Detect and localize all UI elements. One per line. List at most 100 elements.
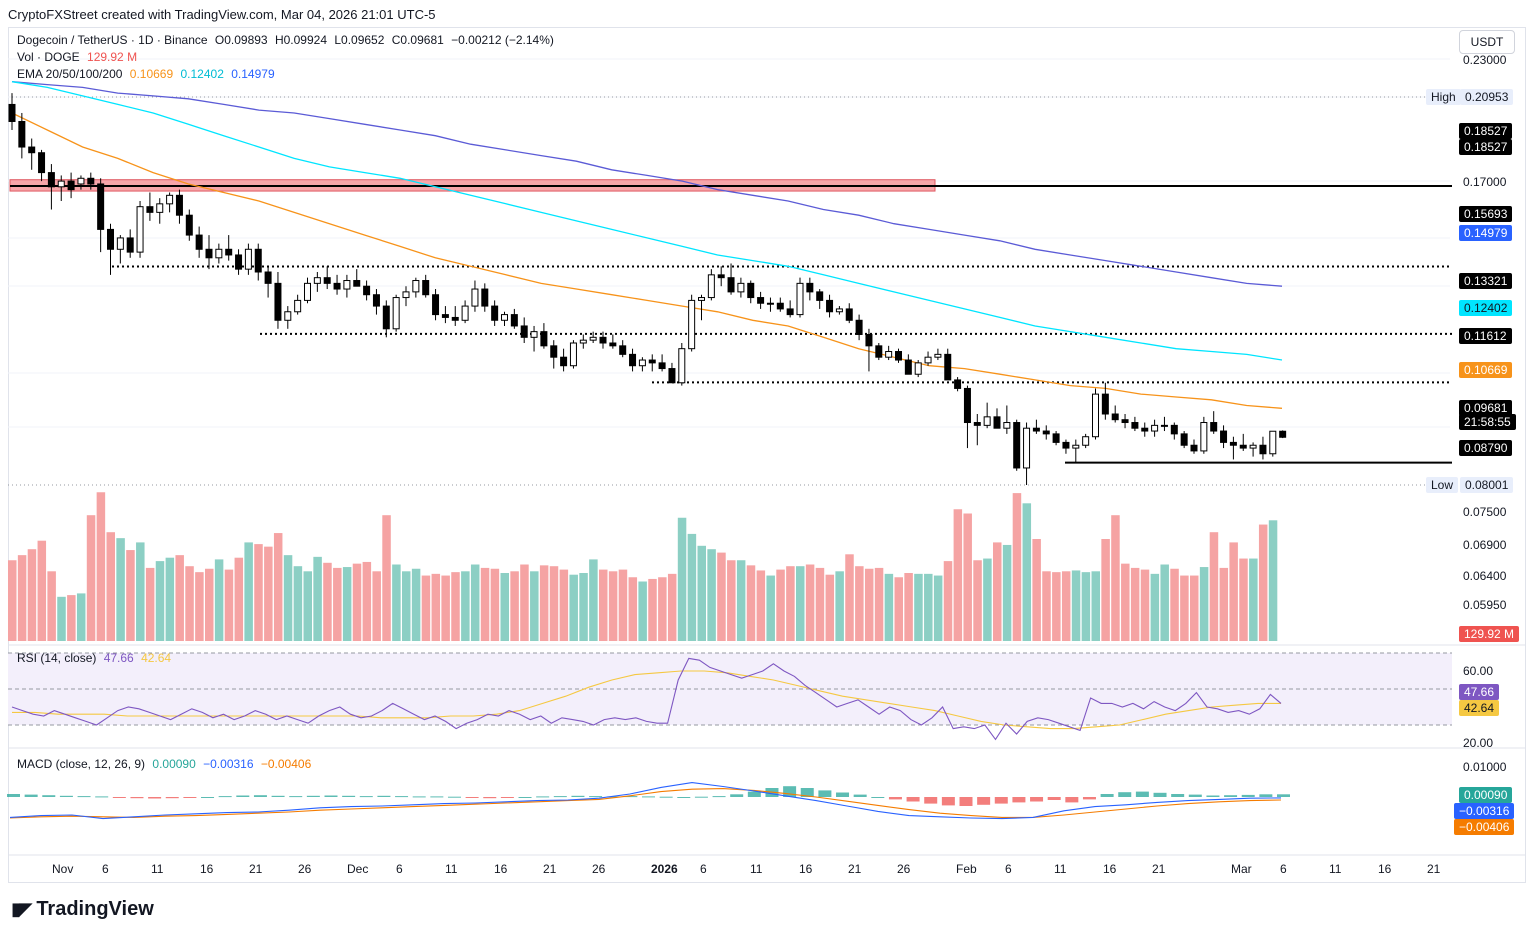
volume-bar bbox=[480, 567, 490, 641]
macd-histogram-bar bbox=[236, 795, 250, 797]
macd-histogram-bar bbox=[483, 797, 497, 799]
volume-bar bbox=[254, 544, 263, 641]
macd-signal-pill: −0.00406 bbox=[1454, 819, 1515, 835]
rsi-tick-label: 20.00 bbox=[1463, 736, 1494, 750]
candle-body bbox=[707, 274, 715, 299]
candle-body bbox=[471, 288, 479, 307]
rsi-tick-label: 60.00 bbox=[1463, 664, 1494, 678]
volume-legend[interactable]: Vol · DOGE 129.92 M bbox=[17, 50, 141, 64]
candle-body bbox=[668, 368, 676, 384]
candle-body bbox=[313, 277, 321, 284]
volume-bar bbox=[175, 555, 184, 641]
symbol-name[interactable]: Dogecoin / TetherUS · 1D · Binance bbox=[17, 33, 208, 47]
macd-histogram-bar bbox=[289, 796, 303, 798]
candle-body bbox=[609, 342, 617, 347]
volume-bar bbox=[461, 571, 470, 641]
volume-bar bbox=[815, 567, 825, 641]
volume-bar bbox=[1032, 539, 1041, 641]
volume-bar bbox=[1209, 532, 1219, 641]
rsi-legend[interactable]: RSI (14, close) 47.66 42.64 bbox=[17, 651, 175, 665]
symbol-legend[interactable]: Dogecoin / TetherUS · 1D · Binance O0.09… bbox=[17, 33, 558, 47]
volume-bar bbox=[333, 567, 342, 641]
candle-body bbox=[38, 152, 46, 174]
volume-bar bbox=[1258, 524, 1268, 641]
macd-histogram-bar bbox=[324, 795, 338, 797]
macd-histogram-bar bbox=[1012, 797, 1026, 803]
extreme-tag-label: Low bbox=[1426, 477, 1459, 493]
macd-histogram-bar bbox=[253, 795, 267, 797]
volume-bar bbox=[736, 560, 746, 641]
macd-histogram-bar bbox=[871, 797, 885, 798]
candle-body bbox=[1229, 441, 1237, 446]
macd-hist-pill: 0.00090 bbox=[1459, 787, 1513, 803]
macd-histogram-bar bbox=[1082, 797, 1096, 800]
candle-body bbox=[392, 297, 400, 330]
macd-histogram-bar bbox=[112, 797, 126, 798]
ohlc-close: C0.09681 bbox=[391, 33, 444, 47]
volume-bar bbox=[727, 560, 736, 641]
candle-body bbox=[1151, 424, 1159, 432]
candle-body bbox=[18, 120, 26, 148]
x-tick-label: 11 bbox=[750, 862, 763, 876]
volume-bar bbox=[963, 513, 972, 641]
y-tick-label: 0.23000 bbox=[1463, 53, 1507, 67]
volume-bar bbox=[264, 546, 273, 641]
macd-histogram-bar bbox=[165, 797, 179, 799]
volume-bar bbox=[1012, 493, 1022, 641]
price-scale-label: 0.15693 bbox=[1459, 206, 1513, 222]
candle-body bbox=[1092, 393, 1099, 438]
volume-bar bbox=[17, 555, 27, 641]
macd-line bbox=[9, 782, 1282, 820]
volume-bar bbox=[155, 561, 165, 641]
currency-button[interactable]: USDT bbox=[1459, 30, 1515, 54]
candle-body bbox=[244, 248, 252, 270]
volume-bar bbox=[1081, 572, 1091, 641]
volume-bar bbox=[943, 561, 953, 641]
candle-body bbox=[688, 299, 696, 350]
x-tick-label: 21 bbox=[1152, 862, 1166, 876]
volume-bar bbox=[214, 559, 224, 641]
volume-bar bbox=[973, 560, 982, 641]
macd-histogram-bar bbox=[42, 795, 56, 797]
macd-histogram-bar bbox=[342, 795, 356, 797]
candle-body bbox=[87, 177, 95, 185]
candle-body bbox=[579, 339, 587, 344]
volume-bar bbox=[628, 577, 638, 641]
volume-bar bbox=[599, 569, 608, 641]
y-tick-label: 0.17000 bbox=[1463, 175, 1507, 189]
x-tick-label: 11 bbox=[1054, 862, 1067, 876]
volume-bar bbox=[195, 572, 204, 641]
ema-legend[interactable]: EMA 20/50/100/200 0.10669 0.12402 0.1497… bbox=[17, 67, 279, 81]
y-tick-label: 0.05950 bbox=[1463, 598, 1507, 612]
macd-histogram-bar bbox=[1047, 797, 1061, 800]
volume-bar bbox=[855, 566, 864, 641]
candle-body bbox=[126, 237, 134, 253]
candle-body bbox=[510, 314, 518, 327]
ema20-line bbox=[11, 112, 1283, 409]
candle-body bbox=[944, 353, 952, 381]
candle-body bbox=[323, 277, 331, 284]
volume-bar bbox=[1249, 558, 1258, 641]
candle-body bbox=[77, 177, 85, 185]
macd-signal-value: −0.00406 bbox=[260, 757, 312, 771]
x-tick-label: 16 bbox=[799, 862, 813, 876]
macd-legend[interactable]: MACD (close, 12, 26, 9) 0.00090 −0.00316… bbox=[17, 757, 315, 771]
volume-bar bbox=[894, 577, 903, 641]
candle-body bbox=[619, 345, 627, 355]
macd-histogram-bar bbox=[412, 796, 426, 798]
macd-histogram-bar bbox=[359, 796, 373, 798]
candle-body bbox=[363, 285, 371, 296]
volume-bar bbox=[1071, 570, 1081, 641]
candle-body bbox=[274, 282, 282, 321]
volume-bar bbox=[500, 573, 509, 641]
macd-histogram-bar bbox=[818, 790, 832, 797]
volume-bar bbox=[924, 573, 933, 641]
rsi-label: RSI (14, close) bbox=[17, 651, 97, 665]
volume-bar bbox=[707, 549, 716, 641]
macd-histogram-bar bbox=[941, 797, 955, 806]
volume-bar bbox=[983, 558, 992, 641]
volume-bar bbox=[323, 562, 332, 641]
candle-body bbox=[835, 308, 843, 313]
macd-histogram-bar bbox=[730, 794, 744, 797]
